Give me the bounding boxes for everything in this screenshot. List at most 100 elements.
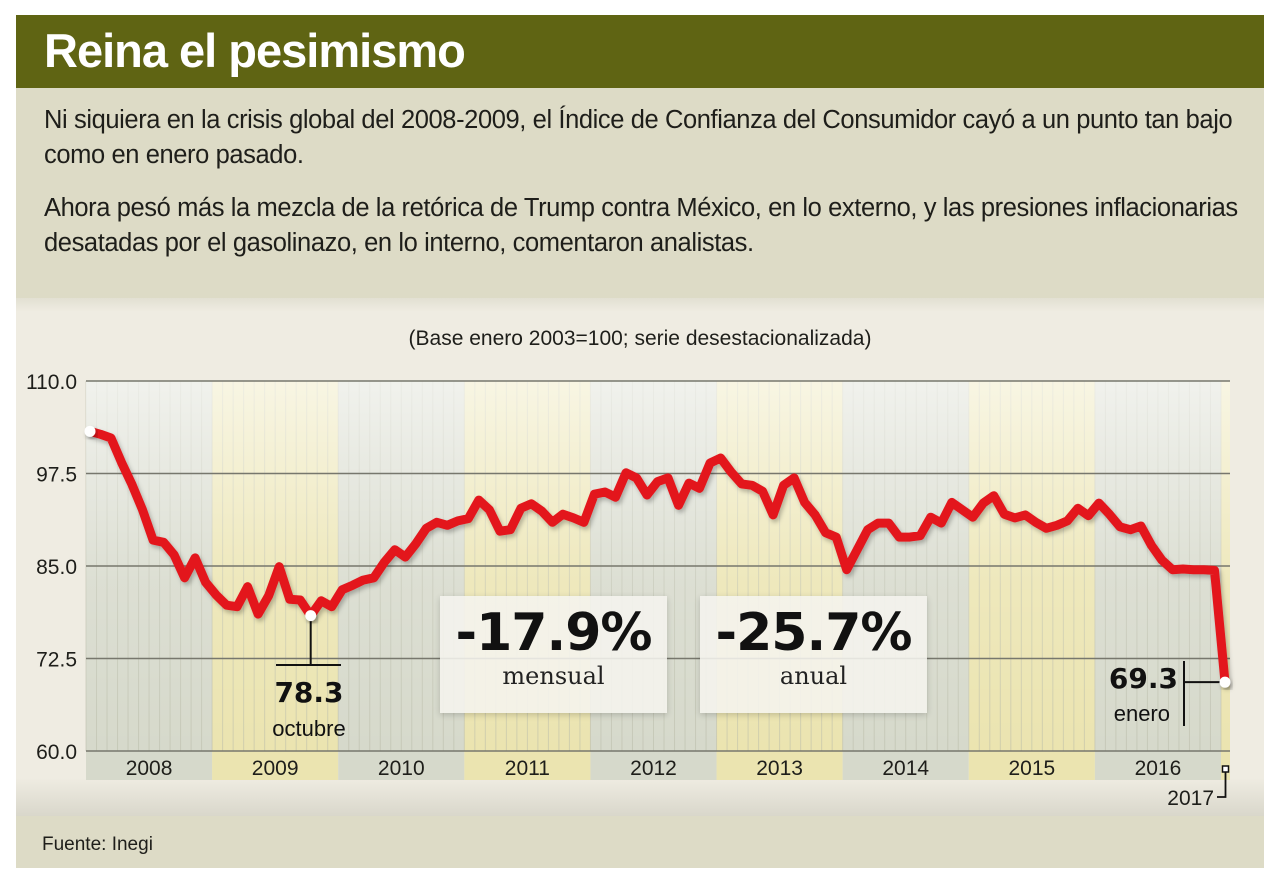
data-point [677,504,680,507]
x-tick-label-2017: 2017 [1167,787,1214,810]
data-point [856,548,859,551]
data-point [257,613,260,616]
data-point [404,556,407,559]
data-point [803,501,806,504]
data-point [982,502,985,505]
data-point [845,568,848,571]
end-point-marker-enero [1219,676,1231,688]
data-point [1129,528,1132,531]
source-footer: Fuente: Inegi [16,816,1264,868]
year-row-band-2011 [464,751,591,780]
data-point [572,516,575,519]
x-tick-label-2013: 2013 [756,757,803,780]
data-point [131,483,134,486]
x-tick-label-2014: 2014 [882,757,929,780]
year-row-band-2013 [716,751,843,780]
x-tick-label-2010: 2010 [378,757,425,780]
intro-paragraph-2: Ahora pesó más la mezcla de la retórica … [44,194,1238,257]
start-point-marker [84,425,96,437]
data-point [614,496,617,499]
data-point [141,508,144,511]
data-point [173,553,176,556]
monthly-change-label: mensual [502,662,605,690]
chart-subtitle: (Base enero 2003=100; serie desestaciona… [408,327,872,350]
data-point [110,436,113,439]
data-point [1108,513,1111,516]
data-point [351,584,354,587]
data-point [183,576,186,579]
data-point [204,581,207,584]
data-point [971,516,974,519]
data-point [236,605,239,608]
data-point [1202,568,1205,571]
data-point [414,542,417,545]
data-point [267,594,270,597]
year-row-band-2015 [968,751,1095,780]
data-point [1034,521,1037,524]
data-point [772,513,775,516]
series-line [85,426,1230,687]
data-point [1139,525,1142,528]
data-point [1181,567,1184,570]
highlight-markers [84,425,1231,688]
data-point [1076,507,1079,510]
data-point [751,484,754,487]
header-bar: Reina el pesimismo [16,15,1264,88]
year-2017-marker [1221,765,1230,773]
annotation-callouts: 78.3 octubre 69.3 enero [272,615,1221,741]
x-tick-label-2008: 2008 [126,757,173,780]
data-point [99,433,102,436]
data-point [477,499,480,502]
data-point [782,484,785,487]
data-point [761,490,764,493]
data-point [603,491,606,494]
data-point [961,508,964,511]
year-2017-bracket [1217,772,1227,798]
data-point [162,541,165,544]
y-tick-label: 97.5 [36,464,77,487]
data-point [793,476,796,479]
data-point [898,536,901,539]
data-point [730,471,733,474]
data-point [456,519,459,522]
data-point [540,510,543,513]
annual-change-label: anual [779,662,848,690]
year-row-band-2014 [842,751,969,780]
monthly-change-value: -17.9% [455,603,653,663]
data-point [393,548,396,551]
data-point [1097,502,1100,505]
callout-value-enero: 69.3 [1109,662,1178,695]
low-point-marker-octubre [305,610,317,622]
data-point [341,588,344,591]
data-point [519,507,522,510]
data-point [551,521,554,524]
data-point [908,536,911,539]
data-point [929,516,932,519]
data-point [561,513,564,516]
data-point [225,604,228,607]
callout-value-octubre: 78.3 [274,676,343,709]
data-point [1066,519,1069,522]
x-tick-label-2011: 2011 [505,757,550,780]
data-point [593,493,596,496]
intro-panel: Ni siquiera en la crisis global del 2008… [16,88,1264,298]
data-point [1118,525,1121,528]
intro-paragraph-1: Ni siquiera en la crisis global del 2008… [44,106,1233,169]
data-point [278,565,281,568]
data-point [299,599,302,602]
data-point [509,528,512,531]
x-tick-label-2015: 2015 [1008,757,1055,780]
year-row-band-2016 [1094,751,1221,780]
data-point [330,605,333,608]
data-point [635,476,638,479]
data-point [992,494,995,497]
data-point [362,579,365,582]
source-text: Fuente: Inegi [42,834,153,855]
data-point [950,501,953,504]
year-row-band-2008 [86,751,213,780]
data-point [425,527,428,530]
data-point [215,593,218,596]
data-point [1213,569,1216,572]
data-point [1192,568,1195,571]
data-point [1055,524,1058,527]
